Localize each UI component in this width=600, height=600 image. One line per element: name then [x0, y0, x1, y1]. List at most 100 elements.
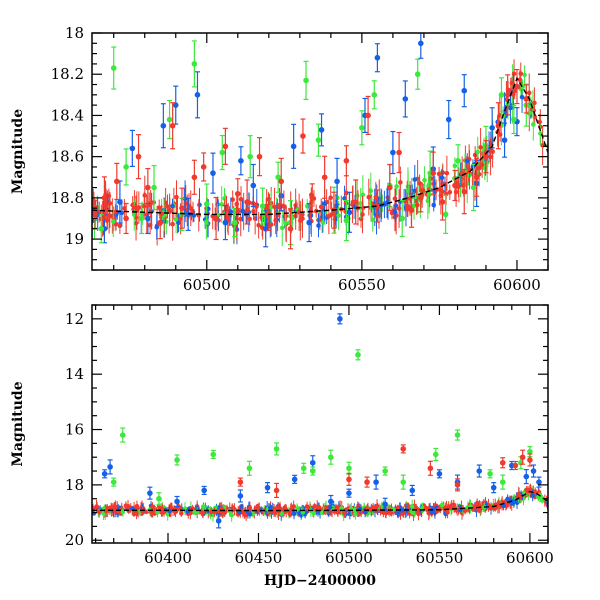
top-y-axis-label: Magnitude: [10, 109, 26, 194]
top-data-point: [452, 163, 458, 169]
top-series0-point: [306, 219, 312, 226]
top-series2-point: [145, 184, 151, 191]
bottom-x-tick-label: 60500: [325, 549, 373, 567]
top-plot-area: [92, 33, 548, 250]
top-data-point: [230, 197, 235, 202]
top-data-point: [526, 90, 532, 96]
top-data-point: [412, 177, 418, 182]
top-series1-point: [343, 217, 350, 224]
bottom-series2-point: [427, 465, 434, 472]
top-series2-point: [234, 190, 241, 197]
bottom-data-point: [179, 511, 184, 516]
bottom-data-point: [291, 511, 297, 517]
top-series2-point: [461, 188, 468, 195]
top-data-point: [297, 218, 303, 223]
bottom-series0-point: [476, 468, 483, 474]
top-data-point: [444, 170, 450, 176]
top-series0-point: [374, 54, 381, 61]
top-data-point: [532, 100, 537, 106]
top-series0-point: [117, 199, 123, 205]
top-data-point: [537, 119, 543, 125]
top-data-point: [431, 202, 437, 208]
top-series2-point: [213, 215, 219, 222]
top-data-point: [147, 222, 153, 228]
top-series2-point: [157, 219, 164, 226]
bottom-data-point: [406, 504, 412, 509]
bottom-data-point: [353, 511, 358, 517]
top-data-point: [186, 203, 192, 209]
top-data-point: [268, 222, 274, 227]
bottom-x-tick-label: 60550: [416, 549, 464, 567]
top-series1-point: [511, 116, 517, 123]
top-series0-point: [402, 96, 409, 102]
top-series2-point: [200, 164, 207, 170]
top-series1-point: [151, 184, 157, 191]
bottom-data-point: [415, 509, 420, 515]
top-data-point: [240, 208, 245, 214]
top-data-point: [256, 222, 261, 228]
top-series1-point: [455, 157, 461, 164]
bottom-data-point: [342, 510, 347, 516]
top-data-point: [228, 209, 234, 214]
bottom-axes-frame: [91, 304, 549, 544]
top-data-point: [509, 80, 515, 86]
bottom-data-point: [155, 510, 160, 515]
top-data-point: [464, 158, 470, 164]
bottom-data-point: [151, 508, 157, 513]
bottom-data-point: [383, 510, 389, 516]
bottom-series1-point: [309, 468, 316, 474]
bottom-series1-point: [382, 468, 388, 474]
bottom-data-point: [462, 508, 468, 514]
bottom-series1-point: [400, 479, 407, 485]
top-data-point: [511, 71, 517, 77]
bottom-y-tick-label: 16: [65, 421, 84, 439]
top-series1-point: [166, 116, 173, 123]
top-series0-point: [318, 127, 325, 133]
top-series2-point: [191, 174, 198, 181]
top-series2-point: [386, 184, 393, 191]
bottom-series1-point: [454, 432, 461, 438]
top-series1-point: [259, 203, 266, 209]
top-data-point: [370, 217, 376, 223]
top-series2-point: [374, 203, 381, 209]
bottom-series1-point: [110, 479, 117, 485]
bottom-model-curve: [92, 490, 548, 512]
top-data-point: [326, 213, 332, 219]
top-data-point: [268, 204, 274, 210]
top-data-point: [167, 207, 172, 213]
bottom-data-point: [134, 503, 140, 509]
top-series1-point: [399, 215, 406, 222]
top-series1-point: [442, 211, 449, 218]
bottom-series1-point: [346, 465, 352, 472]
top-series1-point: [110, 65, 117, 71]
bottom-panel-light-curve: 60400 60450 60500 60550 60600 12 14 16 18 20 Magni…: [10, 304, 554, 589]
bottom-series0-point: [201, 487, 207, 494]
top-series2-point: [309, 195, 316, 201]
top-data-point: [110, 219, 116, 224]
top-data-point: [235, 208, 241, 214]
top-data-point: [475, 149, 481, 155]
top-series0-point: [501, 137, 508, 143]
top-data-point: [518, 71, 524, 76]
top-data-point: [360, 212, 365, 217]
top-y-tick-label: 18: [65, 24, 84, 42]
top-data-point: [425, 198, 431, 204]
top-data-point: [392, 196, 398, 201]
top-data-point: [165, 204, 170, 209]
top-y-tick-label: 18.2: [51, 65, 84, 83]
top-series0-point: [290, 143, 297, 150]
bottom-data-point: [314, 504, 320, 510]
top-series0-point: [334, 178, 340, 185]
top-data-point: [440, 170, 446, 175]
top-series2-point: [222, 143, 229, 150]
top-series2-point: [244, 199, 250, 205]
bottom-data-point: [517, 495, 522, 501]
top-series1-point: [303, 77, 309, 84]
top-series2-point: [504, 92, 511, 98]
bottom-series0-point: [523, 473, 530, 480]
bottom-series0-point: [382, 501, 388, 508]
top-series2-point: [278, 178, 285, 185]
top-series0-point: [238, 157, 244, 164]
bottom-y-tick-label: 12: [65, 310, 84, 328]
